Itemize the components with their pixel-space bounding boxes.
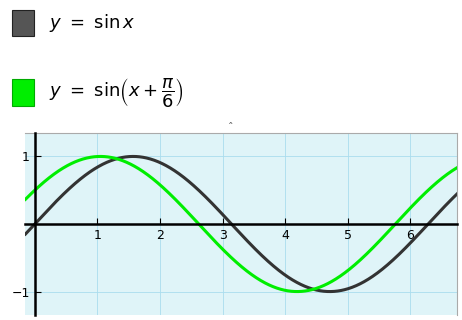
Text: $y \ = \ \sin x$: $y \ = \ \sin x$ bbox=[49, 12, 135, 34]
Text: ˆ: ˆ bbox=[228, 123, 234, 133]
Bar bbox=[12, 10, 34, 36]
Text: $y \ = \ \sin\!\left(x + \dfrac{\pi}{6}\right)$: $y \ = \ \sin\!\left(x + \dfrac{\pi}{6}\… bbox=[49, 76, 183, 109]
Bar bbox=[12, 79, 34, 106]
